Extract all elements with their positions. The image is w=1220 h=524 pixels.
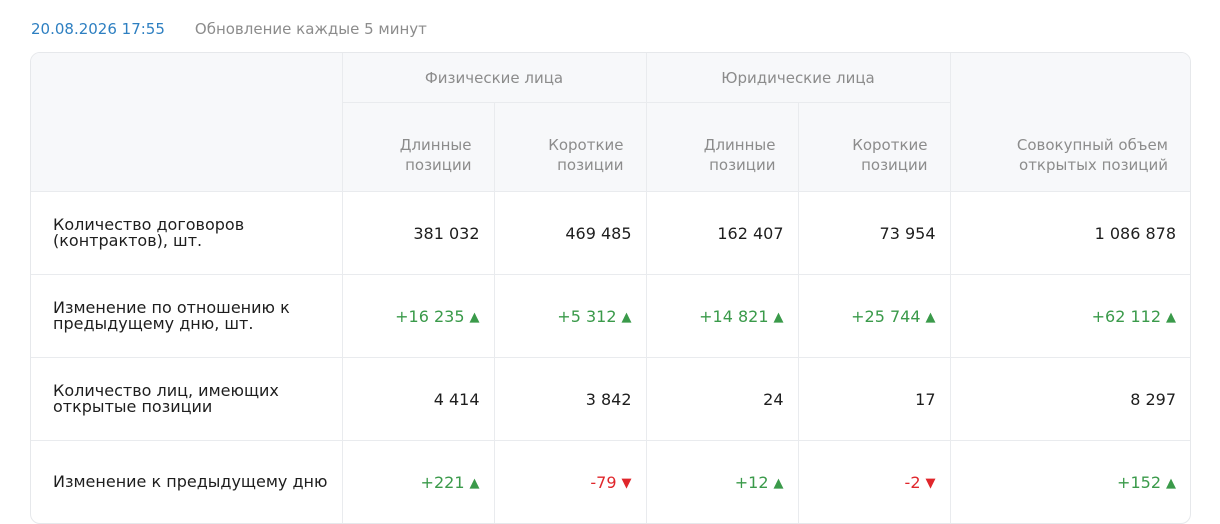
value-cell: +12 ▲ — [645, 440, 799, 523]
cell-value: -79 — [590, 472, 617, 492]
update-info: 20.08.2026 17:55 Обновление каждые 5 мин… — [31, 18, 427, 40]
subheader-short-individuals: Короткие позиции — [493, 102, 647, 192]
table-row: Изменение к предыдущему дню +221 ▲ -79 ▼ +12 ▲… — [31, 440, 1190, 523]
value-cell: 24 — [645, 357, 799, 441]
value-cell: 469 485 — [493, 191, 647, 275]
value-cell: +25 744 ▲ — [797, 274, 951, 358]
row-label-header — [31, 53, 343, 192]
cell-value: 24 — [763, 389, 784, 409]
value-cell: +152 ▲ — [949, 440, 1190, 523]
cell-value: +152 — [1117, 472, 1161, 492]
table-header: Физические лица Юридические лица Совокуп… — [31, 53, 1190, 192]
triangle-down-icon: ▼ — [621, 475, 632, 491]
triangle-up-icon: ▲ — [773, 475, 784, 491]
cell-value: 4 414 — [433, 389, 480, 409]
timestamp: 20.08.2026 17:55 — [31, 20, 165, 38]
cell-value: +221 — [420, 472, 465, 492]
cell-value: 469 485 — [565, 223, 632, 243]
value-cell: 73 954 — [797, 191, 951, 275]
triangle-up-icon: ▲ — [621, 309, 632, 325]
row-label: Количество лиц, имеющих открытые позиции — [31, 357, 343, 441]
subheader-long-legal: Длинные позиции — [645, 102, 799, 192]
value-cell: -79 ▼ — [493, 440, 647, 523]
cell-value: -2 — [904, 472, 921, 492]
value-cell: +221 ▲ — [341, 440, 495, 523]
value-cell: +62 112 ▲ — [949, 274, 1190, 358]
value-cell: 4 414 — [341, 357, 495, 441]
row-label: Изменение по отношению к предыдущему дню… — [31, 274, 343, 358]
value-cell: +16 235 ▲ — [341, 274, 495, 358]
table-row: Изменение по отношению к предыдущему дню… — [31, 274, 1190, 358]
row-label: Изменение к предыдущему дню — [31, 440, 343, 523]
value-cell: 162 407 — [645, 191, 799, 275]
cell-value: +16 235 — [395, 306, 465, 326]
cell-value: +25 744 — [851, 306, 921, 326]
value-cell: 1 086 878 — [949, 191, 1190, 275]
subheader-short-legal: Короткие позиции — [797, 102, 950, 192]
triangle-up-icon: ▲ — [773, 309, 784, 325]
table-row: Количество договоров (контрактов), шт. 38… — [31, 191, 1190, 275]
cell-value: 8 297 — [1130, 389, 1176, 409]
value-cell: +5 312 ▲ — [493, 274, 647, 358]
update-interval: Обновление каждые 5 минут — [194, 20, 427, 38]
triangle-up-icon: ▲ — [925, 309, 936, 325]
cell-value: 1 086 878 — [1094, 223, 1176, 243]
cell-value: 3 842 — [585, 389, 632, 409]
triangle-up-icon: ▲ — [469, 475, 480, 491]
cell-value: 17 — [915, 389, 936, 409]
triangle-up-icon: ▲ — [1166, 309, 1176, 325]
value-cell: 381 032 — [341, 191, 495, 275]
table-row: Количество лиц, имеющих открытые позиции… — [31, 357, 1190, 441]
row-label: Количество договоров (контрактов), шт. — [31, 191, 343, 275]
open-positions-table: Физические лица Юридические лица Совокуп… — [31, 53, 1190, 523]
cell-value: +14 821 — [699, 306, 769, 326]
value-cell: 17 — [797, 357, 951, 441]
table-body: Количество договоров (контрактов), шт. 38… — [31, 191, 1190, 523]
cell-value: 381 032 — [413, 223, 480, 243]
cell-value: 162 407 — [717, 223, 784, 243]
value-cell: -2 ▼ — [797, 440, 951, 523]
value-cell: +14 821 ▲ — [645, 274, 799, 358]
value-cell: 3 842 — [493, 357, 647, 441]
subheader-long-individuals: Длинные позиции — [342, 102, 495, 192]
open-positions-table-card: Физические лица Юридические лица Совокуп… — [30, 52, 1191, 524]
triangle-down-icon: ▼ — [925, 475, 936, 491]
cell-value: +5 312 — [557, 306, 617, 326]
triangle-up-icon: ▲ — [1166, 475, 1176, 491]
group-header-legal-entities: Юридические лица — [645, 53, 951, 103]
cell-value: 73 954 — [879, 223, 936, 243]
group-header-individuals: Физические лица — [341, 53, 647, 103]
cell-value: +12 — [734, 472, 769, 492]
cell-value: +62 112 — [1091, 306, 1161, 326]
triangle-up-icon: ▲ — [469, 309, 480, 325]
total-column-header: Совокупный объем открытых позиций — [949, 53, 1190, 192]
value-cell: 8 297 — [949, 357, 1190, 441]
